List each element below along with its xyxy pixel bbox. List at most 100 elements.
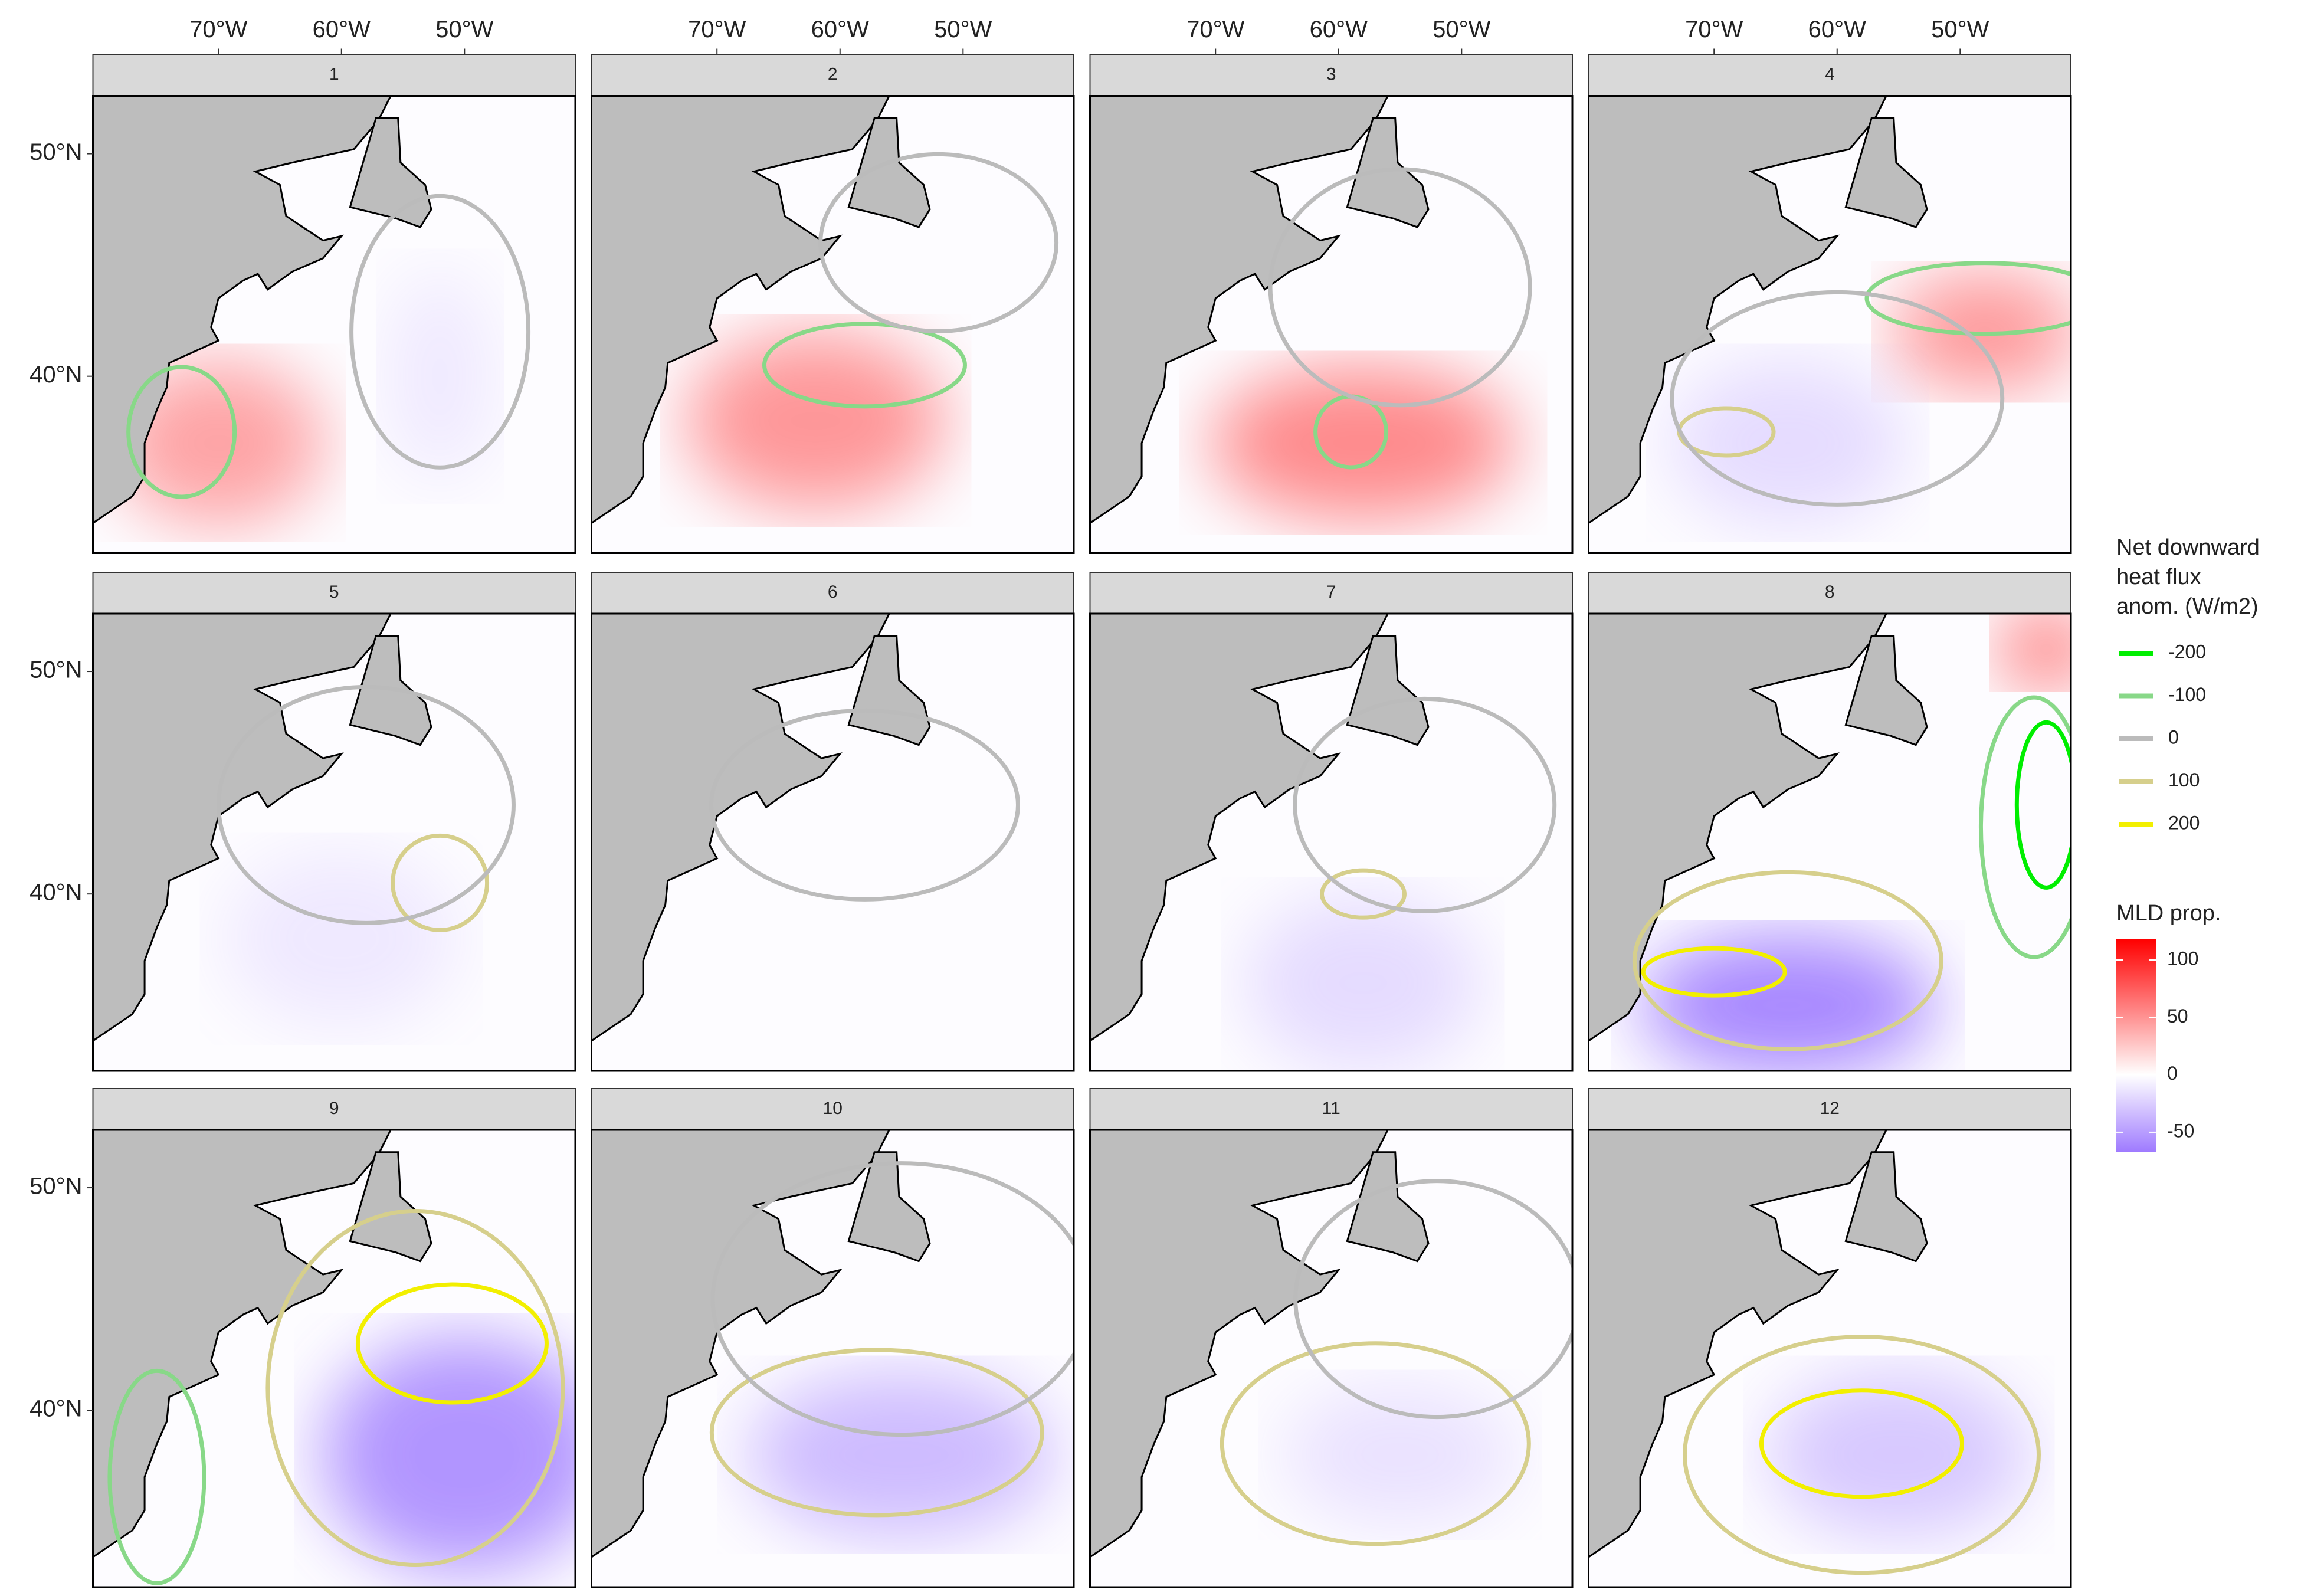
land bbox=[1346, 117, 1430, 228]
x-tick-label: 70°W bbox=[688, 17, 746, 42]
map bbox=[1588, 1130, 2071, 1587]
strip bbox=[1089, 1088, 1573, 1130]
legend-label: -200 bbox=[2168, 641, 2206, 662]
contour bbox=[107, 1368, 206, 1585]
map bbox=[1588, 96, 2071, 553]
facet: 6 bbox=[591, 572, 1075, 1072]
x-tick-label: 70°W bbox=[1685, 17, 1743, 42]
legend-label: 200 bbox=[2168, 812, 2200, 833]
strip-label: 12 bbox=[1820, 1099, 1840, 1118]
x-tick-label: 50°W bbox=[934, 17, 992, 42]
contour bbox=[1682, 1335, 2041, 1575]
anomaly-shading bbox=[1670, 360, 1906, 526]
map bbox=[93, 614, 575, 1071]
contour bbox=[391, 833, 490, 932]
panel-border bbox=[1588, 612, 2072, 1072]
facet: 3 70°W 60°W 50°W bbox=[1089, 17, 1574, 554]
facet: 2 70°W 60°W 50°W bbox=[591, 17, 1075, 554]
contour bbox=[818, 152, 1059, 333]
land bbox=[1588, 96, 1887, 525]
contour bbox=[1759, 1388, 1964, 1499]
strip bbox=[1588, 54, 2071, 97]
panel-border bbox=[1089, 1129, 1574, 1588]
strip-label: 11 bbox=[1322, 1099, 1340, 1118]
land bbox=[1090, 96, 1389, 525]
strip bbox=[591, 54, 1074, 97]
map bbox=[1588, 614, 2071, 1071]
strip bbox=[1588, 572, 2071, 614]
strip bbox=[92, 54, 576, 97]
land bbox=[93, 1130, 392, 1558]
x-tick-label: 60°W bbox=[1808, 17, 1866, 42]
contour bbox=[709, 1348, 1044, 1518]
anomaly-shading bbox=[1999, 614, 2071, 685]
strip bbox=[92, 1088, 576, 1130]
strip-label: 6 bbox=[828, 582, 838, 602]
anomaly-shading bbox=[112, 360, 325, 526]
legend-title: MLD prop. bbox=[2116, 901, 2221, 926]
contour bbox=[1641, 946, 1787, 998]
facet: 10 bbox=[591, 1088, 1075, 1588]
land bbox=[591, 614, 890, 1042]
anomaly-shading bbox=[1210, 366, 1517, 520]
strip-label: 4 bbox=[1825, 64, 1835, 84]
contour bbox=[1864, 261, 2071, 336]
land bbox=[1346, 635, 1430, 746]
panel-border bbox=[591, 1129, 1075, 1588]
x-tick-label: 70°W bbox=[1186, 17, 1244, 42]
land bbox=[93, 614, 392, 1042]
anomaly-shading bbox=[386, 270, 493, 483]
x-tick-label: 50°W bbox=[435, 17, 493, 42]
x-tick-label: 70°W bbox=[189, 17, 247, 42]
strip-label: 1 bbox=[329, 64, 339, 84]
contour bbox=[266, 1208, 565, 1567]
colorbar bbox=[2116, 939, 2156, 1152]
strip-label: 10 bbox=[823, 1099, 843, 1118]
legend-label: -100 bbox=[2168, 684, 2206, 705]
land bbox=[1090, 614, 1389, 1042]
strip bbox=[591, 1088, 1074, 1130]
contour bbox=[1268, 167, 1532, 408]
strip-label: 8 bbox=[1825, 582, 1835, 602]
facet: 5 50°N 40°N bbox=[30, 572, 576, 1072]
strip-label: 3 bbox=[1326, 64, 1336, 84]
contour bbox=[710, 1161, 1074, 1437]
panel-border bbox=[1089, 95, 1574, 554]
colorbar-label: 50 bbox=[2167, 1005, 2188, 1027]
land bbox=[1588, 1130, 1887, 1558]
legend-title: anom. (W/m2) bbox=[2116, 594, 2259, 619]
contour bbox=[1220, 1341, 1531, 1546]
strip bbox=[591, 572, 1074, 614]
facet: 11 bbox=[1089, 1088, 1574, 1588]
map bbox=[1090, 1130, 1572, 1587]
map bbox=[591, 1130, 1074, 1587]
contour bbox=[762, 322, 967, 409]
map bbox=[1090, 614, 1572, 1071]
panel-border bbox=[92, 95, 576, 554]
colorbar-label: -50 bbox=[2167, 1120, 2194, 1141]
strip-label: 2 bbox=[828, 64, 838, 84]
contour bbox=[1978, 695, 2071, 959]
legend-label: 100 bbox=[2168, 769, 2200, 791]
contour bbox=[1670, 290, 2005, 507]
legend-title: Net downward bbox=[2116, 535, 2260, 560]
contour bbox=[1293, 1179, 1572, 1420]
contour bbox=[126, 365, 237, 499]
panel-border bbox=[591, 612, 1075, 1072]
facet: 8 bbox=[1588, 572, 2072, 1072]
anomaly-shading bbox=[1640, 934, 1936, 1071]
map bbox=[591, 614, 1074, 1071]
anomaly-shading bbox=[323, 1336, 575, 1573]
x-tick-label: 60°W bbox=[1310, 17, 1368, 42]
y-tick-label: 40°N bbox=[30, 880, 82, 906]
y-tick-label: 50°N bbox=[30, 139, 82, 165]
land bbox=[1844, 117, 1928, 228]
anomaly-shading bbox=[686, 332, 946, 510]
legend-label: 0 bbox=[2168, 726, 2179, 748]
map bbox=[93, 1130, 575, 1587]
panel-border bbox=[591, 95, 1075, 554]
contour bbox=[1632, 870, 1943, 1051]
contour bbox=[2014, 720, 2071, 890]
panel-border bbox=[92, 612, 576, 1072]
